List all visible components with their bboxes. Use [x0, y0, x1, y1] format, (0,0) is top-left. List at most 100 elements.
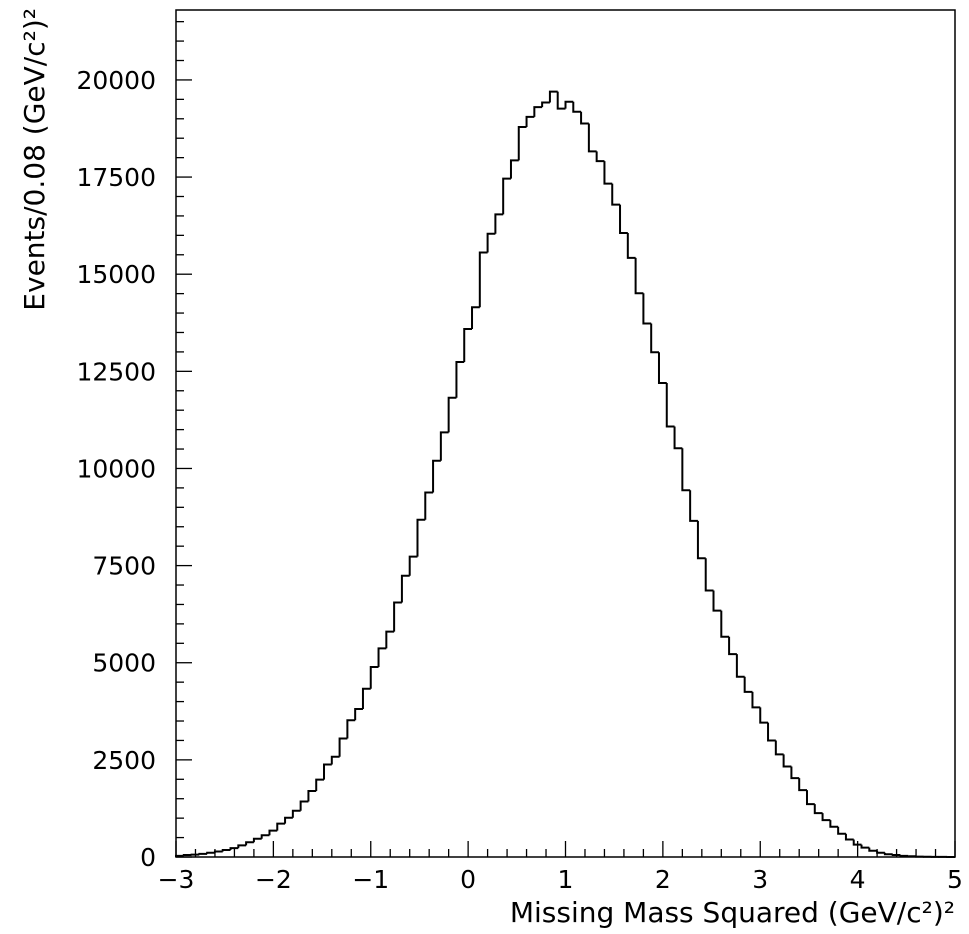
x-tick-label: −1 [352, 865, 389, 894]
x-axis-tick-labels: −3 −2 −1 0 1 2 3 4 5 [158, 865, 963, 894]
y-axis-tick-labels: 0 2500 5000 7500 10000 12500 15000 17500 20000 [76, 66, 156, 872]
histogram-bin [782, 754, 792, 768]
histogram-bin [533, 106, 543, 117]
histogram-bin [369, 666, 379, 689]
histogram-bin [198, 852, 208, 855]
histogram-bin [774, 740, 784, 756]
histogram-bin [548, 90, 558, 103]
histogram-bin [486, 232, 496, 253]
histogram-bin [354, 707, 363, 721]
histogram-bin [852, 839, 862, 846]
histogram-bin [291, 809, 301, 818]
histogram-bin [619, 204, 628, 235]
x-tick-label: 0 [460, 865, 476, 894]
y-tick-label: 7500 [92, 552, 156, 581]
x-axis-title: Missing Mass Squared (GeV/c²)² [510, 896, 955, 929]
histogram-bin [245, 841, 254, 846]
histogram-bin [837, 826, 846, 835]
histogram-bin [346, 719, 356, 739]
histogram-bin [478, 251, 488, 308]
histogram-bin [587, 123, 597, 153]
histogram-bin [704, 558, 714, 592]
histogram-bin [868, 847, 878, 852]
histogram-bin [237, 844, 247, 849]
histogram-bin [400, 574, 410, 603]
y-tick-label: 12500 [76, 357, 156, 386]
x-tick-label: 1 [558, 865, 574, 894]
histogram-bin [657, 352, 667, 384]
y-tick-label: 0 [140, 843, 156, 872]
histogram-bin [494, 213, 504, 234]
x-tick-label: 3 [752, 865, 768, 894]
y-axis-ticks [176, 21, 192, 858]
histogram-bin [767, 722, 776, 742]
histogram-bin [330, 755, 340, 765]
histogram-bin [525, 115, 535, 127]
histogram-bin [603, 161, 613, 185]
histogram-bin [385, 630, 395, 649]
histogram-bin [751, 691, 761, 709]
y-tick-label: 15000 [76, 260, 156, 289]
histogram-bin [447, 396, 457, 433]
plot-frame [175, 9, 956, 858]
histogram-bins [175, 90, 956, 858]
histogram-bin [408, 555, 418, 576]
x-tick-label: 2 [655, 865, 671, 894]
y-tick-label: 20000 [76, 66, 156, 95]
histogram-bin [315, 778, 325, 791]
histogram-bin [439, 431, 449, 461]
histogram-bin [307, 789, 317, 802]
histogram-bin [580, 111, 589, 125]
histogram-bin [182, 854, 192, 857]
histogram-bin [821, 813, 831, 822]
x-tick-label: 5 [947, 865, 963, 894]
histogram-bin [299, 800, 309, 811]
y-tick-label: 5000 [92, 649, 156, 678]
histogram-bin [260, 834, 270, 839]
histogram-bin [252, 837, 262, 843]
histogram-bin [455, 361, 465, 398]
histogram-bin [393, 601, 402, 632]
histogram-bin [323, 763, 332, 780]
histogram-bin [876, 850, 885, 854]
histogram-bin [175, 854, 184, 857]
histogram-bin [860, 844, 870, 849]
histogram-bin [502, 177, 511, 215]
histogram-bin [798, 778, 807, 792]
x-tick-label: 4 [850, 865, 866, 894]
histogram-bin [424, 491, 434, 520]
histogram-bin [471, 306, 480, 329]
histogram-bin [681, 448, 691, 492]
histogram-bin [813, 804, 823, 815]
histogram-bin [213, 850, 223, 853]
histogram-bin [728, 636, 737, 656]
histogram-bin [206, 851, 215, 854]
histogram-bin [650, 323, 659, 354]
histogram-bin [665, 382, 675, 428]
histogram-bin [284, 816, 293, 824]
histogram-bin [509, 159, 519, 179]
histogram-bin [463, 327, 473, 363]
histogram-bin [696, 520, 706, 560]
histogram-bin [517, 125, 527, 161]
histogram-bin [673, 426, 683, 450]
histogram-bin [844, 833, 854, 841]
histogram-bin [276, 822, 286, 831]
histogram-bin [735, 654, 745, 678]
histogram-bin [743, 676, 753, 693]
x-tick-label: −2 [255, 865, 292, 894]
histogram-bin [611, 183, 621, 206]
histogram-bin [221, 849, 231, 852]
histogram-bin [268, 829, 278, 836]
histogram-bin [689, 490, 698, 522]
histogram-bin [229, 847, 239, 851]
histogram-bin [899, 854, 909, 857]
histogram-bin [720, 610, 730, 638]
histogram-bin [626, 233, 636, 259]
y-axis-title: Events/0.08 (GeV/c²)² [18, 8, 51, 311]
histogram-bin [432, 459, 441, 493]
y-tick-label: 17500 [76, 163, 156, 192]
histogram-bin [572, 101, 582, 113]
y-tick-label: 10000 [76, 454, 156, 483]
